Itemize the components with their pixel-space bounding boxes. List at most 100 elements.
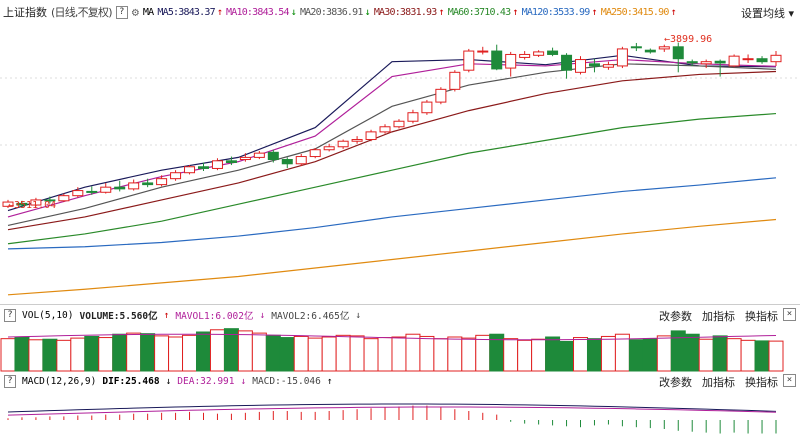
candle-body	[686, 61, 698, 64]
mavol2-value: MAVOL2:6.465亿	[271, 311, 350, 322]
volume-bar	[419, 335, 435, 372]
vol-label: VOL(5,10)	[22, 309, 74, 321]
volume-bar	[656, 335, 672, 372]
volume-bar	[377, 337, 393, 372]
vol-help-button[interactable]: ?	[4, 308, 16, 322]
candle	[225, 156, 237, 166]
volume-bar	[754, 340, 770, 372]
volume-bar	[56, 339, 72, 372]
volume-bar	[461, 337, 477, 372]
ma-value-ma10: MA10:3843.54	[226, 6, 289, 18]
volume-bar	[265, 334, 281, 372]
arrow-down-icon: ↓	[259, 309, 266, 321]
candle-body	[505, 53, 517, 69]
gear-icon[interactable]: ⚙	[131, 5, 139, 19]
candle-body	[58, 195, 70, 202]
candle	[728, 54, 740, 68]
macd-help-button[interactable]: ?	[4, 374, 16, 388]
ma-line-ma120	[7, 177, 777, 250]
help-button[interactable]: ?	[115, 5, 128, 19]
ma-value-ma250: MA250:3415.90	[600, 6, 670, 18]
volume-bar	[363, 338, 379, 372]
candle-body	[630, 46, 642, 49]
candle	[630, 42, 642, 52]
candle-body	[672, 46, 684, 60]
volume-bar	[251, 332, 267, 372]
candle-body	[728, 55, 740, 67]
volume-bar	[14, 336, 30, 372]
candle-body	[658, 46, 670, 50]
candle-body	[477, 50, 489, 53]
add-indicator-button[interactable]: 加指标	[702, 310, 735, 323]
candle	[658, 44, 670, 52]
candle-body	[16, 202, 28, 206]
candle	[58, 193, 70, 203]
swap-indicator-button[interactable]: 换指标	[745, 376, 778, 389]
volume-bar	[586, 338, 602, 372]
candle	[700, 59, 712, 69]
ma-label: MA	[142, 6, 154, 18]
volume-bar	[209, 329, 225, 372]
volume-bar	[447, 336, 463, 372]
mavol1-value: MAVOL1:6.002亿	[175, 311, 254, 322]
ma-settings-dropdown[interactable]: 设置均线 ▾	[737, 5, 794, 21]
candle	[491, 44, 503, 71]
volume-bar	[321, 336, 337, 372]
candle-body	[100, 186, 112, 193]
macd-header: ? MACD(12,26,9) DIF:25.468 ↓ DEA:32.991 ↓ …	[4, 372, 333, 390]
candlestick-chart	[0, 42, 800, 296]
candle	[128, 179, 140, 191]
ma-line-ma20	[7, 63, 777, 227]
candle-body	[463, 50, 475, 71]
candle-body	[211, 160, 223, 169]
volume-bar	[84, 335, 100, 372]
candle-body	[644, 49, 656, 53]
candle-body	[547, 50, 559, 55]
main-header: 上证指数 (日线,不复权) ? ⚙ MA MA5:3843.37 ↑ MA10:38…	[3, 3, 678, 21]
candle	[309, 148, 321, 159]
volume-bar	[545, 336, 561, 372]
vol-header: ? VOL(5,10) VOLUME:5.560亿 ↑ MAVOL1:6.002亿…	[4, 306, 361, 324]
arrow-down-icon: ↓	[165, 375, 172, 387]
high-annotation: ←3899.96	[664, 34, 713, 45]
candle	[295, 153, 307, 166]
volume-bar	[614, 333, 630, 372]
ma-value-ma5: MA5:3843.37	[157, 6, 215, 18]
volume-bar	[293, 335, 309, 372]
close-vol-button[interactable]: ×	[783, 308, 796, 321]
candle-body	[72, 190, 84, 197]
candle-body	[700, 61, 712, 65]
swap-indicator-button[interactable]: 换指标	[745, 310, 778, 323]
change-params-button[interactable]: 改参数	[659, 376, 692, 389]
candle-body	[421, 101, 433, 114]
candle-body	[449, 71, 461, 90]
change-params-button[interactable]: 改参数	[659, 310, 692, 323]
volume-bar	[126, 332, 142, 372]
add-indicator-button[interactable]: 加指标	[702, 376, 735, 389]
arrow-down-icon: ↓	[240, 375, 247, 387]
volume-bar	[182, 334, 198, 372]
candle	[351, 136, 363, 144]
volume-bar	[600, 335, 616, 372]
macd-value: MACD:-15.046	[252, 375, 321, 387]
close-macd-button[interactable]: ×	[783, 374, 796, 387]
candle	[742, 54, 754, 63]
candle-body	[588, 63, 600, 67]
volume-bar	[307, 337, 323, 372]
volume-bar	[740, 339, 756, 372]
volume-bar	[573, 337, 589, 372]
volume-bar	[642, 338, 658, 372]
volume-bar	[195, 331, 211, 372]
candle	[575, 56, 587, 75]
candle-body	[225, 160, 237, 164]
dif-line	[7, 403, 777, 413]
volume-bar	[168, 336, 184, 372]
candle	[184, 165, 196, 175]
volume-bar	[670, 330, 686, 372]
volume-bar	[349, 335, 365, 372]
arrow-up-icon: ↑	[512, 6, 518, 18]
macd-label: MACD(12,26,9)	[22, 375, 97, 387]
volume-bar	[279, 337, 295, 372]
candle-body	[714, 60, 726, 64]
arrow-up-icon: ↑	[438, 6, 444, 18]
